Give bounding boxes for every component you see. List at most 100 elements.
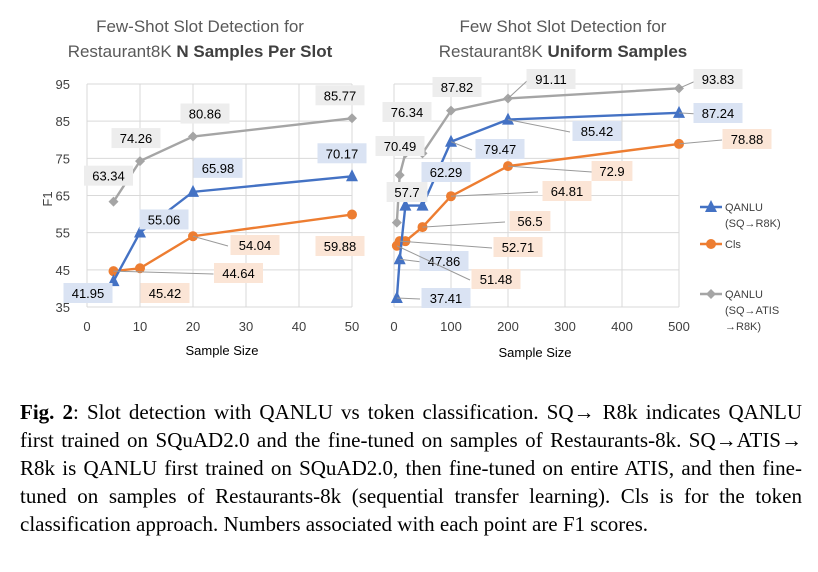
chart-left-line-cls [113, 213, 353, 273]
chart-right-label-cls-5: 72.9 [599, 164, 624, 179]
chart-right-label-qanlu-5-group: 85.42 [507, 119, 622, 141]
chart-right-label-cls-4-leader [450, 191, 539, 197]
chart-right-point-atis-1 [394, 170, 405, 181]
chart-right-xtick-3: 300 [554, 319, 576, 334]
chart-right-label-cls-1-leader [399, 240, 493, 249]
legend-item-qanlu: QANLU (SQ→R8K) [700, 200, 781, 230]
chart-right-label-qanlu-5: 85.42 [581, 124, 614, 139]
chart-left-label-qanlu-1: 55.06 [148, 212, 181, 227]
chart-right-label-cls-0-bg [471, 269, 521, 289]
chart-right-label-atis-3-group: 76.34 [382, 102, 432, 122]
chart-right-label-atis-1-bg [375, 136, 425, 156]
chart-right-label-qanlu-0-bg [421, 288, 471, 308]
chart-right-label-cls-5-group: 72.9 [507, 161, 633, 181]
chart-right-label-qanlu-4-group: 79.47 [450, 139, 525, 159]
chart-right-label-qanlu-5-bg [572, 121, 622, 141]
chart-left-label-atis-0: 63.34 [92, 169, 125, 184]
legend-label-atis-2: →R8K) [725, 321, 761, 333]
chart-left-label-qanlu-2-group: 65.98 [193, 157, 243, 178]
chart-left-subtitle: Restaurant8K N Samples Per Slot [68, 42, 333, 61]
chart-right-label-atis-6-bg [693, 69, 743, 89]
chart-right-label-qanlu-0: 37.41 [430, 291, 463, 306]
chart-left-label-qanlu-2-bg [193, 157, 243, 178]
chart-left-label-atis-2-bg [180, 103, 230, 124]
chart-right-label-qanlu-3-group: 62.29 [421, 162, 471, 182]
chart-left-xtick-5: 50 [345, 319, 359, 334]
chart-left-label-qanlu-1-bg [139, 209, 189, 230]
chart-right-label-qanlu-0-group: 37.41 [396, 288, 471, 308]
chart-right-label-atis-0: 57.7 [394, 185, 419, 200]
chart-right-point-qanlu-0 [390, 291, 403, 304]
chart-right-label-cls-6-bg [722, 129, 772, 149]
chart-right-label-atis-5-group: 91.11 [507, 69, 576, 99]
chart-left-ytick-4: 75 [56, 151, 70, 166]
chart-left-label-atis-0-bg [84, 165, 133, 186]
chart-left-label-qanlu-1-group: 55.06 [139, 209, 189, 230]
chart-left-label-qanlu-0: 41.95 [72, 286, 105, 301]
chart-right-label-qanlu-5-leader [507, 119, 571, 133]
chart-left-point-atis-1 [135, 156, 145, 167]
chart-right-label-cls-3: 56.5 [517, 214, 542, 229]
chart-left-xtick-2: 20 [186, 319, 200, 334]
chart-right-label-cls-3-group: 56.5 [422, 211, 551, 231]
chart-right-point-qanlu-5 [502, 112, 514, 125]
chart-left-point-atis-2 [188, 131, 198, 142]
legend-label-qanlu-1: (SQ→R8K) [725, 218, 781, 230]
legend-swatch-marker-cls [706, 239, 716, 249]
chart-right-label-qanlu-1-bg [419, 251, 469, 271]
chart-right-label-qanlu-6-group: 87.24 [678, 103, 743, 123]
chart-left-label-qanlu-2: 65.98 [202, 161, 235, 176]
chart-left-label-qanlu-3-bg [317, 143, 367, 164]
chart-right-label-cls-4: 64.81 [551, 184, 584, 199]
chart-left-label-cls-3-bg [315, 236, 365, 256]
chart-left-point-atis-0 [108, 196, 119, 207]
chart-right-title: Few Shot Slot Detection for [460, 17, 667, 36]
chart-right-point-qanlu-4 [445, 134, 457, 147]
chart-left: Few-Shot Slot Detection for Restaurant8K… [40, 17, 367, 358]
legend-label-atis-0: QANLU [725, 289, 763, 301]
chart-right-label-cls-0-leader [396, 245, 471, 281]
chart-left-title: Few-Shot Slot Detection for [96, 17, 304, 36]
chart-left-label-cls-0: 44.64 [222, 266, 255, 281]
chart-right-xtick-5: 500 [668, 319, 690, 334]
chart-right-label-atis-1-group: 70.49 [375, 136, 425, 156]
chart-right-label-cls-6-group: 78.88 [678, 129, 772, 149]
chart-right-label-cls-1: 52.71 [502, 240, 535, 255]
chart-right-label-atis-4: 87.82 [441, 80, 474, 95]
chart-right-subtitle: Restaurant8K Uniform Samples [439, 42, 688, 61]
chart-right-label-atis-6: 93.83 [702, 72, 735, 87]
chart-right-label-atis-5-leader [507, 79, 529, 99]
chart-left-label-cls-1: 45.42 [149, 286, 182, 301]
chart-right-label-atis-5: 91.11 [535, 72, 567, 87]
chart-left-label-atis-2: 80.86 [189, 107, 222, 122]
legend-label-atis-1: (SQ→ATIS [725, 305, 779, 317]
chart-left-point-cls-3 [347, 209, 357, 220]
chart-right-subtitle-prefix: Restaurant8K [439, 42, 548, 61]
chart-left-label-atis-1: 74.26 [120, 131, 153, 146]
chart-left-label-cls-2: 54.04 [239, 238, 272, 253]
chart-right-label-atis-0-bg [386, 182, 428, 202]
chart-left-label-qanlu-0-bg [63, 283, 113, 303]
chart-right-label-qanlu-6: 87.24 [702, 106, 735, 121]
chart-right-label-qanlu-4-leader [450, 141, 473, 151]
chart-right: Few Shot Slot Detection for Restaurant8K… [375, 17, 772, 360]
chart-left-xlabel: Sample Size [186, 343, 259, 358]
caption-label: Fig. 2 [20, 400, 74, 424]
chart-right-point-qanlu-6 [673, 105, 685, 118]
chart-left-label-cls-3: 59.88 [324, 239, 357, 254]
chart-right-xtick-1: 100 [440, 319, 462, 334]
chart-right-point-qanlu-3 [416, 198, 429, 211]
chart-right-label-cls-5-leader [507, 165, 593, 173]
chart-right-label-cls-0-group: 51.48 [396, 245, 521, 289]
chart-left-xtick-4: 40 [292, 319, 306, 334]
chart-left-label-cls-1-group: 45.42 [140, 283, 190, 303]
chart-left-label-atis-3-group: 85.77 [315, 85, 365, 106]
chart-left-ytick-6: 95 [56, 77, 70, 92]
chart-right-label-qanlu-4: 79.47 [484, 142, 517, 157]
chart-right-label-atis-5-bg [526, 69, 576, 89]
chart-left-label-cls-0-leader [113, 270, 214, 275]
chart-right-label-atis-6-group: 93.83 [678, 69, 743, 89]
chart-right-label-qanlu-1: 47.86 [428, 254, 461, 269]
chart-left-label-atis-1-group: 74.26 [111, 128, 161, 149]
chart-right-label-qanlu-6-bg [693, 103, 743, 123]
